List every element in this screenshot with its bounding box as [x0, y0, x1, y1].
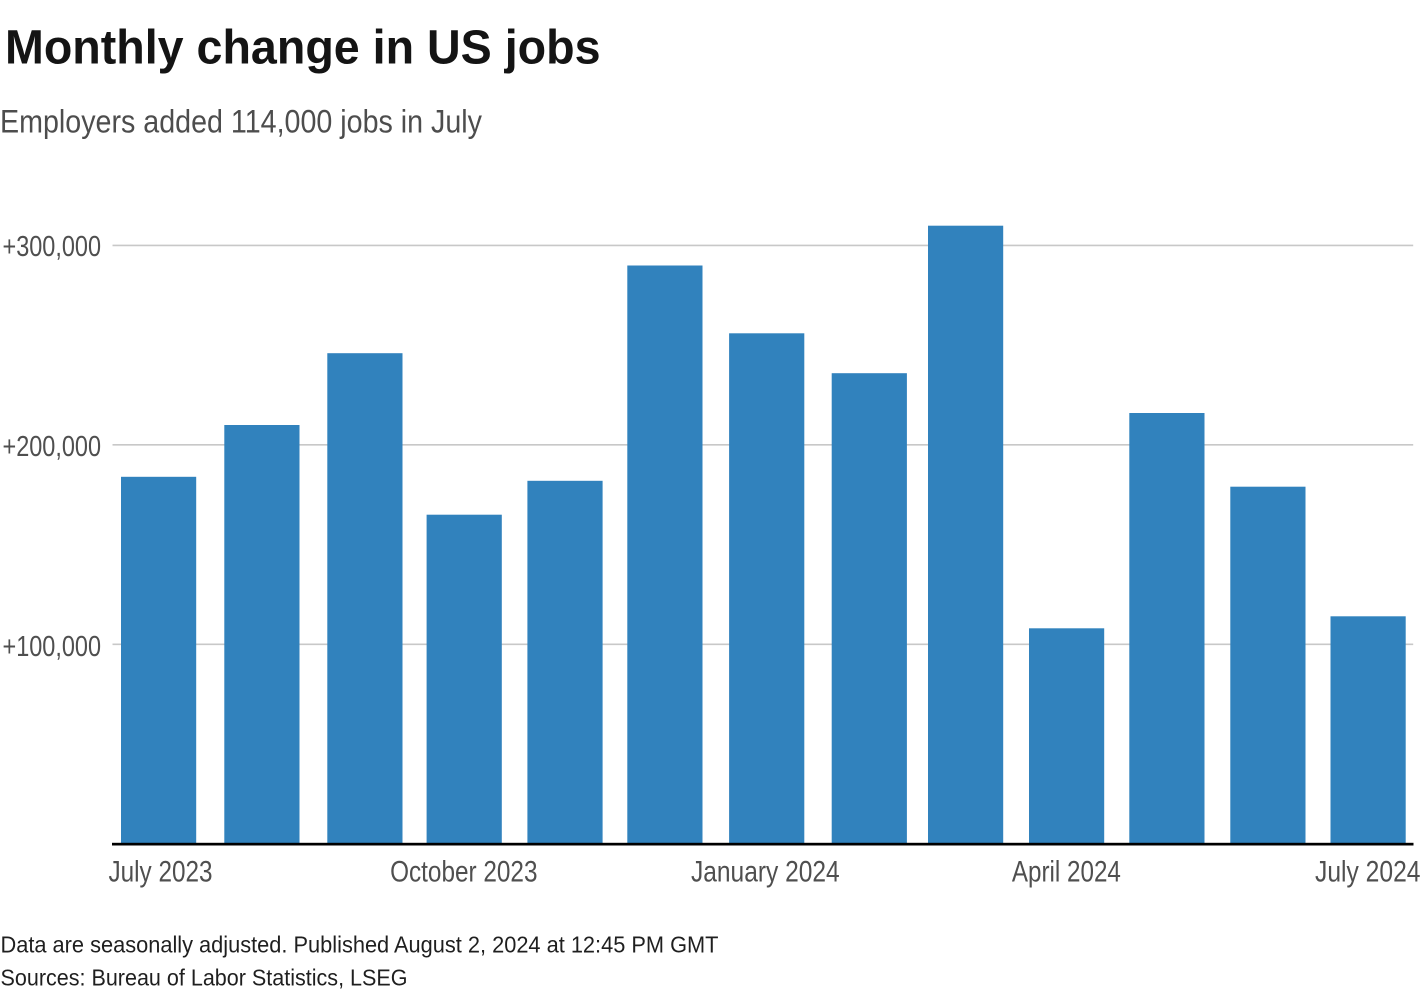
svg-text:Data are seasonally adjusted.: Data are seasonally adjusted. Published …: [1, 932, 719, 958]
svg-text:Employers added 114,000 jobs i: Employers added 114,000 jobs in July: [0, 103, 482, 139]
svg-text:July 2023: July 2023: [109, 856, 213, 889]
svg-text:Monthly change in US jobs: Monthly change in US jobs: [5, 21, 601, 75]
svg-text:+100,000: +100,000: [3, 631, 102, 663]
svg-text:January 2024: January 2024: [691, 856, 840, 889]
svg-text:July 2024: July 2024: [1315, 856, 1420, 889]
svg-text:+300,000: +300,000: [3, 231, 102, 263]
svg-text:October 2023: October 2023: [390, 856, 537, 889]
svg-text:April 2024: April 2024: [1012, 856, 1121, 889]
svg-text:Sources: Bureau of Labor Stati: Sources: Bureau of Labor Statistics, LSE…: [1, 965, 408, 991]
svg-text:+200,000: +200,000: [3, 431, 102, 463]
